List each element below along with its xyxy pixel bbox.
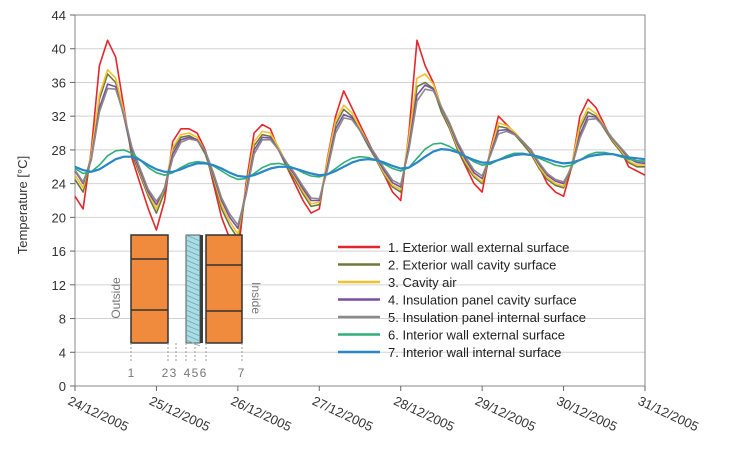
- legend: 1. Exterior wall external surface 2. Exte…: [338, 240, 586, 360]
- x-axis: 24/12/2005 25/12/2005 26/12/2005 27/12/2005…: [66, 386, 701, 434]
- x-tick-label: 29/12/2005: [473, 393, 538, 434]
- insulation-hatch: [185, 284, 201, 292]
- wall-section-diagram: Outside Inside 1 2 3 4 5 6 7: [109, 234, 263, 380]
- y-tick-label: 32: [52, 109, 66, 124]
- x-tick-label: 27/12/2005: [310, 393, 375, 434]
- y-tick-label: 8: [59, 312, 66, 327]
- insulation-hatch: [185, 259, 201, 267]
- insulation-hatch: [185, 249, 201, 257]
- series-line-5: [74, 87, 646, 226]
- series-line-3: [74, 69, 645, 235]
- insulation-hatch: [185, 309, 201, 317]
- series-line-1: [74, 39, 646, 257]
- legend-label-1: 1. Exterior wall external surface: [388, 240, 569, 255]
- y-tick-label: 20: [52, 210, 66, 225]
- insulation-hatch: [185, 329, 201, 337]
- series-lines: [74, 39, 646, 257]
- y-axis-label: Temperature [°C]: [15, 156, 30, 254]
- insulation-hatch: [185, 269, 201, 277]
- insulation-hatch: [185, 274, 201, 282]
- insulation-hatch: [185, 289, 201, 297]
- legend-label-3: 3. Cavity air: [388, 275, 457, 290]
- y-axis: 0 4 8 12 16 20 24 28 32 36 40 44: [52, 8, 75, 394]
- y-tick-label: 40: [52, 42, 66, 57]
- x-tick-label: 28/12/2005: [391, 393, 456, 434]
- x-tick-label: 26/12/2005: [229, 393, 294, 434]
- y-tick-label: 4: [59, 345, 66, 360]
- x-tick-label: 31/12/2005: [636, 393, 701, 434]
- legend-label-7: 7. Interior wall internal surface: [388, 345, 561, 360]
- y-tick-label: 28: [52, 143, 66, 158]
- inside-label: Inside: [249, 282, 263, 314]
- legend-label-2: 2. Exterior wall cavity surface: [388, 258, 556, 273]
- y-tick-label: 44: [52, 8, 66, 23]
- x-tick-label: 24/12/2005: [66, 393, 131, 434]
- insulation-hatch: [185, 264, 201, 272]
- series-line-6: [74, 142, 645, 181]
- y-tick-label: 0: [59, 379, 66, 394]
- insulation-hatch: [185, 279, 201, 287]
- series-line-7: [74, 148, 646, 178]
- insulation-hatch: [185, 299, 201, 307]
- layer-number: 3: [170, 366, 177, 380]
- y-tick-label: 36: [52, 75, 66, 90]
- y-tick-label: 24: [52, 177, 66, 192]
- insulation-hatch: [185, 239, 201, 247]
- grid: [74, 14, 646, 387]
- insulation-hatch: [185, 334, 201, 342]
- y-tick-label: 16: [52, 244, 66, 259]
- insulation-hatch: [185, 254, 201, 262]
- insulation-hatch: [185, 324, 201, 332]
- layer-number: 4: [184, 366, 191, 380]
- interior-brick: [205, 234, 243, 344]
- layer-number: 2: [162, 366, 169, 380]
- plot-frame: [74, 14, 646, 387]
- layer-number: 1: [128, 366, 135, 380]
- insulation-hatch: [185, 244, 201, 252]
- legend-label-5: 5. Insulation panel internal surface: [388, 310, 586, 325]
- y-tick-label: 12: [52, 278, 66, 293]
- exterior-brick: [130, 234, 169, 344]
- layer-number: 6: [200, 366, 207, 380]
- x-tick-label: 25/12/2005: [147, 393, 212, 434]
- insulation-hatch: [185, 314, 201, 322]
- insulation-hatch: [185, 294, 201, 302]
- x-tick-label: 30/12/2005: [554, 393, 619, 434]
- outside-label: Outside: [109, 277, 123, 319]
- legend-label-4: 4. Insulation panel cavity surface: [388, 293, 577, 308]
- legend-label-6: 6. Interior wall external surface: [388, 328, 565, 343]
- layer-number: 7: [238, 366, 245, 380]
- panel-internal-layer: [200, 235, 203, 343]
- insulation-hatch: [185, 234, 201, 242]
- insulation-hatch: [185, 339, 201, 347]
- insulation-hatch: [185, 319, 201, 327]
- layer-number: 5: [192, 366, 199, 380]
- insulation-hatch: [185, 304, 201, 312]
